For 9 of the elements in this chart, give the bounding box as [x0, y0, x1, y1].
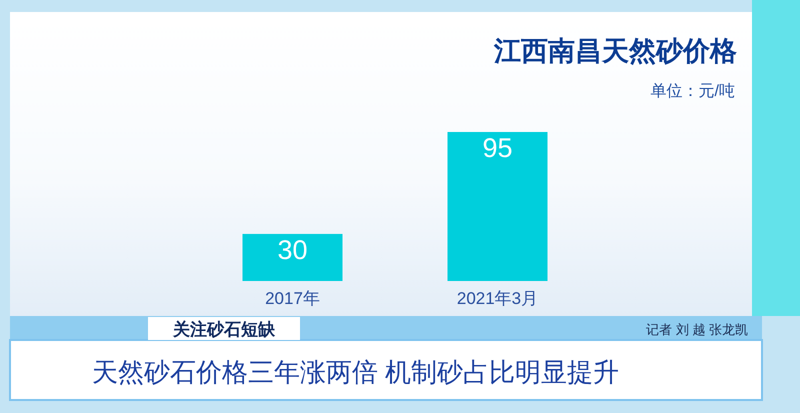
text: 天然砂石价格三年涨两倍 机制砂占比明显提升: [92, 357, 620, 387]
text: 关注砂石短缺: [172, 320, 276, 339]
data-label: 30: [277, 234, 308, 265]
x-tick-label: 2021年3月: [456, 289, 538, 308]
text: 单位：元/吨: [650, 82, 735, 100]
text: 记者 刘 越 张龙凯: [646, 322, 748, 337]
chart-title: 江西南昌天然砂价格: [493, 36, 737, 66]
x-tick-label: 2017年: [265, 289, 320, 308]
data-label: 95: [482, 133, 513, 163]
